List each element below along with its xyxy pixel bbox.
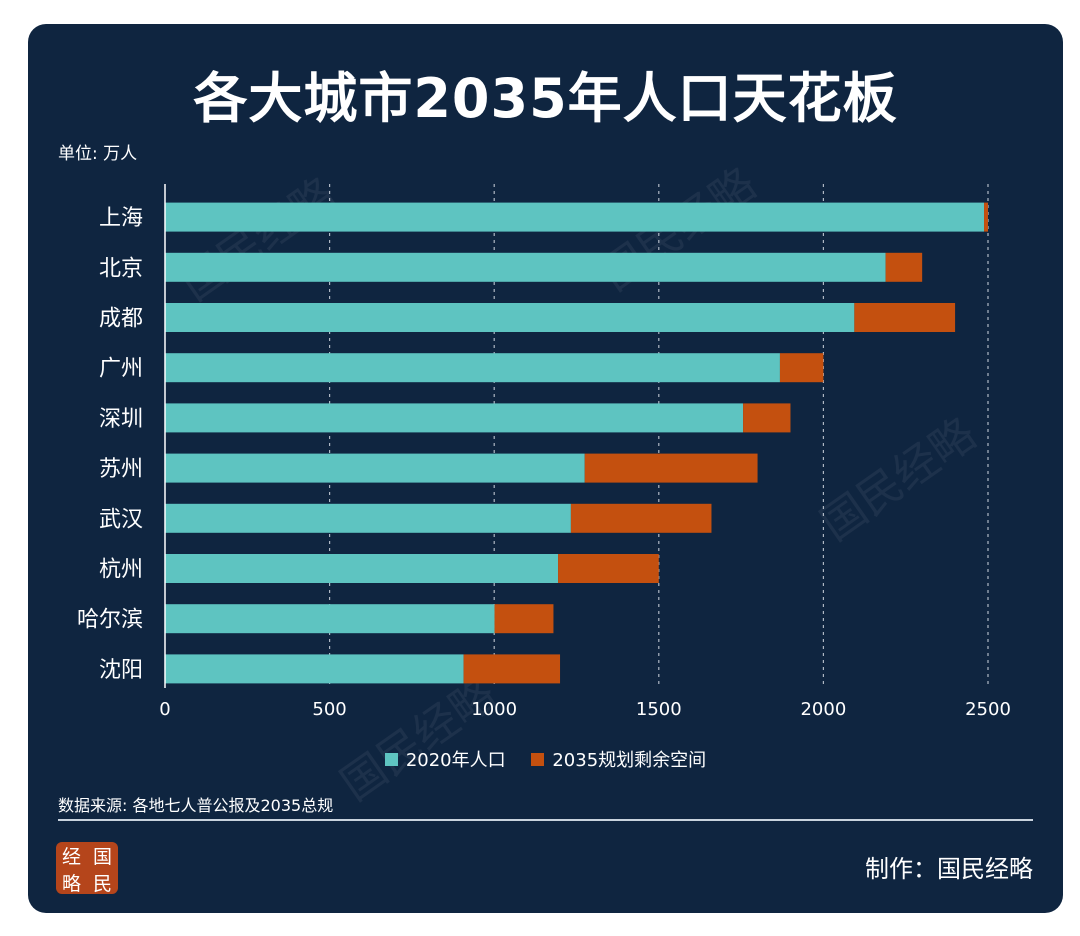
- bar-2035-remaining: [494, 604, 554, 634]
- credit: 制作：国民经略: [865, 855, 1033, 883]
- bar-2035-remaining: [984, 202, 988, 232]
- bar-2020-population: [165, 353, 780, 383]
- divider: [58, 819, 1033, 821]
- category-label: 成都: [99, 307, 143, 332]
- bar-2020-population: [165, 503, 571, 533]
- category-label: 深圳: [99, 407, 143, 432]
- bar-2020-population: [165, 403, 744, 433]
- bar-2035-remaining: [743, 403, 791, 433]
- x-tick-label: 2000: [800, 699, 846, 720]
- bar-2020-population: [165, 202, 985, 232]
- bar-2020-population: [165, 554, 559, 583]
- bar-2035-remaining: [558, 554, 659, 583]
- bar-2035-remaining: [779, 353, 824, 383]
- x-tick-label: 500: [312, 699, 346, 720]
- logo-char: 国: [92, 846, 112, 868]
- category-label: 上海: [99, 206, 143, 231]
- category-label: 杭州: [99, 558, 143, 583]
- bar-2020-population: [165, 604, 495, 634]
- bar-2035-remaining: [584, 453, 758, 483]
- category-label: 武汉: [99, 507, 143, 532]
- bar-2020-population: [165, 252, 886, 282]
- legend-label: 2020年人口: [405, 750, 506, 771]
- legend-label: 2035规划剩余空间: [552, 750, 707, 771]
- category-label: 苏州: [99, 457, 143, 482]
- chart-card: 国民经略 国民经略 国民经略 国民经略 各大城市2035年人口天花板 单位: 万…: [28, 24, 1063, 913]
- legend-item-2035: 2035规划剩余空间: [531, 746, 706, 772]
- x-tick-label: 1500: [636, 699, 682, 720]
- legend-swatch: [531, 752, 545, 766]
- category-label: 哈尔滨: [77, 608, 143, 633]
- category-label: 广州: [99, 357, 143, 382]
- legend-item-2020: 2020年人口: [384, 746, 506, 772]
- bar-2020-population: [165, 303, 855, 332]
- bar-2035-remaining: [854, 303, 956, 332]
- x-tick-label: 2500: [965, 699, 1011, 720]
- category-label: 北京: [99, 256, 143, 281]
- unit-label: 单位: 万人: [58, 144, 138, 164]
- bar-2035-remaining: [570, 503, 712, 533]
- chart-title: 各大城市2035年人口天花板: [193, 67, 898, 130]
- bar-2035-remaining: [463, 654, 561, 684]
- logo-char: 略: [61, 873, 81, 895]
- legend: 2020年人口 2035规划剩余空间: [28, 746, 1063, 772]
- bar-2020-population: [165, 654, 464, 684]
- x-tick-label: 0: [159, 699, 170, 720]
- data-source: 数据来源: 各地七人普公报及2035总规: [58, 796, 334, 815]
- logo: 经 国 略 民: [56, 842, 118, 895]
- bar-2020-population: [165, 453, 585, 483]
- bar-2035-remaining: [885, 252, 923, 282]
- category-label: 沈阳: [99, 658, 143, 683]
- legend-swatch: [384, 752, 398, 766]
- logo-char: 民: [92, 873, 112, 895]
- x-tick-label: 1000: [471, 699, 517, 720]
- logo-char: 经: [61, 846, 81, 868]
